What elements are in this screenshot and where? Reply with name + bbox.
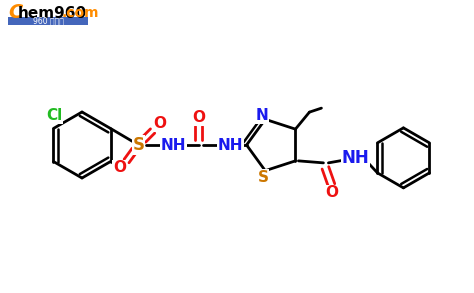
- Text: O: O: [325, 185, 338, 200]
- Text: O: O: [153, 117, 166, 132]
- Text: Cl: Cl: [46, 108, 63, 123]
- Text: hem960: hem960: [18, 6, 87, 21]
- Text: S: S: [133, 136, 145, 154]
- FancyBboxPatch shape: [8, 17, 88, 25]
- Text: .com: .com: [62, 6, 100, 20]
- Text: O: O: [192, 110, 205, 125]
- Text: NH: NH: [342, 149, 369, 167]
- Text: NH: NH: [218, 137, 243, 152]
- Text: 960 化工网: 960 化工网: [33, 16, 64, 25]
- Text: C: C: [8, 4, 22, 23]
- Text: NH: NH: [161, 137, 186, 152]
- Text: O: O: [113, 161, 126, 176]
- Text: S: S: [258, 170, 269, 185]
- Text: N: N: [256, 108, 269, 123]
